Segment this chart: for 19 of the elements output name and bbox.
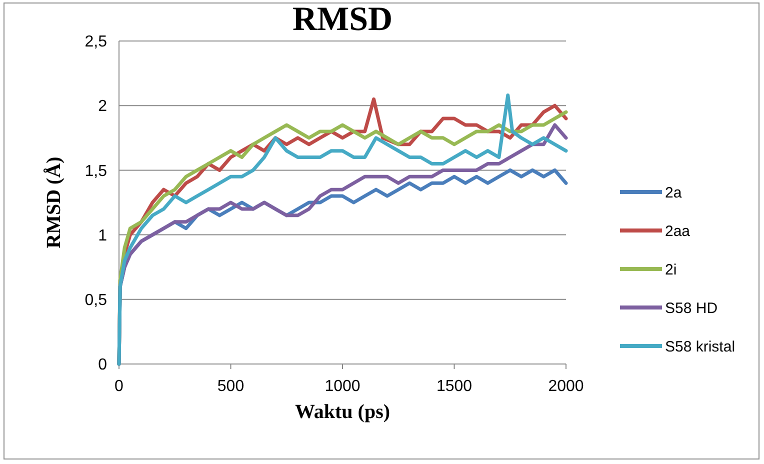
y-tick-label: 1 (98, 227, 108, 244)
legend-label: 2i (665, 261, 677, 278)
legend-label: S58 kristal (665, 338, 736, 356)
y-tick-label: 0,5 (84, 292, 108, 309)
x-tick-label: 1000 (324, 378, 360, 395)
y-tick-label: 0 (98, 356, 108, 374)
chart-title: RMSD (292, 1, 393, 38)
y-axis-title: RMSD (Å) (43, 156, 65, 248)
y-tick-label: 1,5 (84, 162, 108, 180)
y-tick-label: 2,5 (84, 34, 108, 51)
legend-label: S58 HD (665, 300, 718, 317)
legend-label: 2aa (665, 222, 691, 240)
legend-label: 2a (665, 184, 682, 202)
y-tick-label: 2 (98, 98, 108, 116)
x-tick-label: 2000 (548, 378, 584, 395)
x-axis-title: Waktu (ps) (294, 401, 390, 423)
x-tick-label: 0 (114, 378, 124, 395)
x-tick-label: 1500 (436, 378, 472, 395)
x-tick-label: 500 (217, 378, 244, 395)
